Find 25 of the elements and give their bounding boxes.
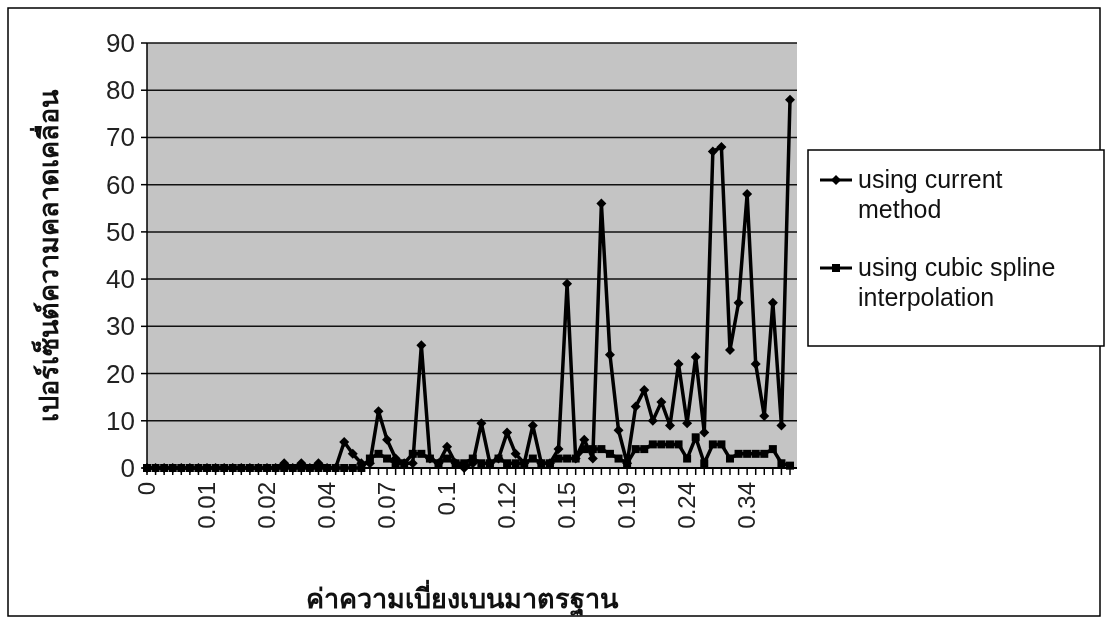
x-tick-label: 0.04 xyxy=(313,482,341,529)
y-tick-label: 30 xyxy=(106,311,135,342)
x-tick-label: 0.34 xyxy=(733,482,761,529)
y-axis-title: เปอร์เซ็นต์ความคลาดเคลื่อน xyxy=(29,88,64,422)
y-tick-label: 50 xyxy=(106,216,135,247)
x-tick-label: 0.1 xyxy=(433,482,461,516)
y-tick-label: 40 xyxy=(106,264,135,295)
x-axis-title: ค่าความเบี่ยงเบนมาตรฐาน xyxy=(306,579,619,617)
y-tick-label: 90 xyxy=(106,28,135,58)
y-tick-label: 80 xyxy=(106,75,135,106)
legend-label: using current method xyxy=(858,165,1003,223)
x-tick-label: 0.02 xyxy=(253,482,281,529)
y-tick-label: 20 xyxy=(106,358,135,389)
x-tick-label: 0.12 xyxy=(493,482,521,529)
x-tick-label: 0.24 xyxy=(673,482,701,529)
y-tick-label: 70 xyxy=(106,122,135,153)
x-tick-label: 0.07 xyxy=(373,482,401,529)
y-tick-label: 10 xyxy=(106,405,135,436)
y-tick-label: 60 xyxy=(106,169,135,200)
x-tick-label: 0.15 xyxy=(553,482,581,529)
x-tick-label: 0.19 xyxy=(613,482,641,529)
legend-label: using cubic spline interpolation xyxy=(858,253,1056,311)
x-tick-label: 0 xyxy=(133,482,160,496)
x-tick-label: 0.01 xyxy=(193,482,221,529)
y-tick-label: 0 xyxy=(120,453,135,483)
